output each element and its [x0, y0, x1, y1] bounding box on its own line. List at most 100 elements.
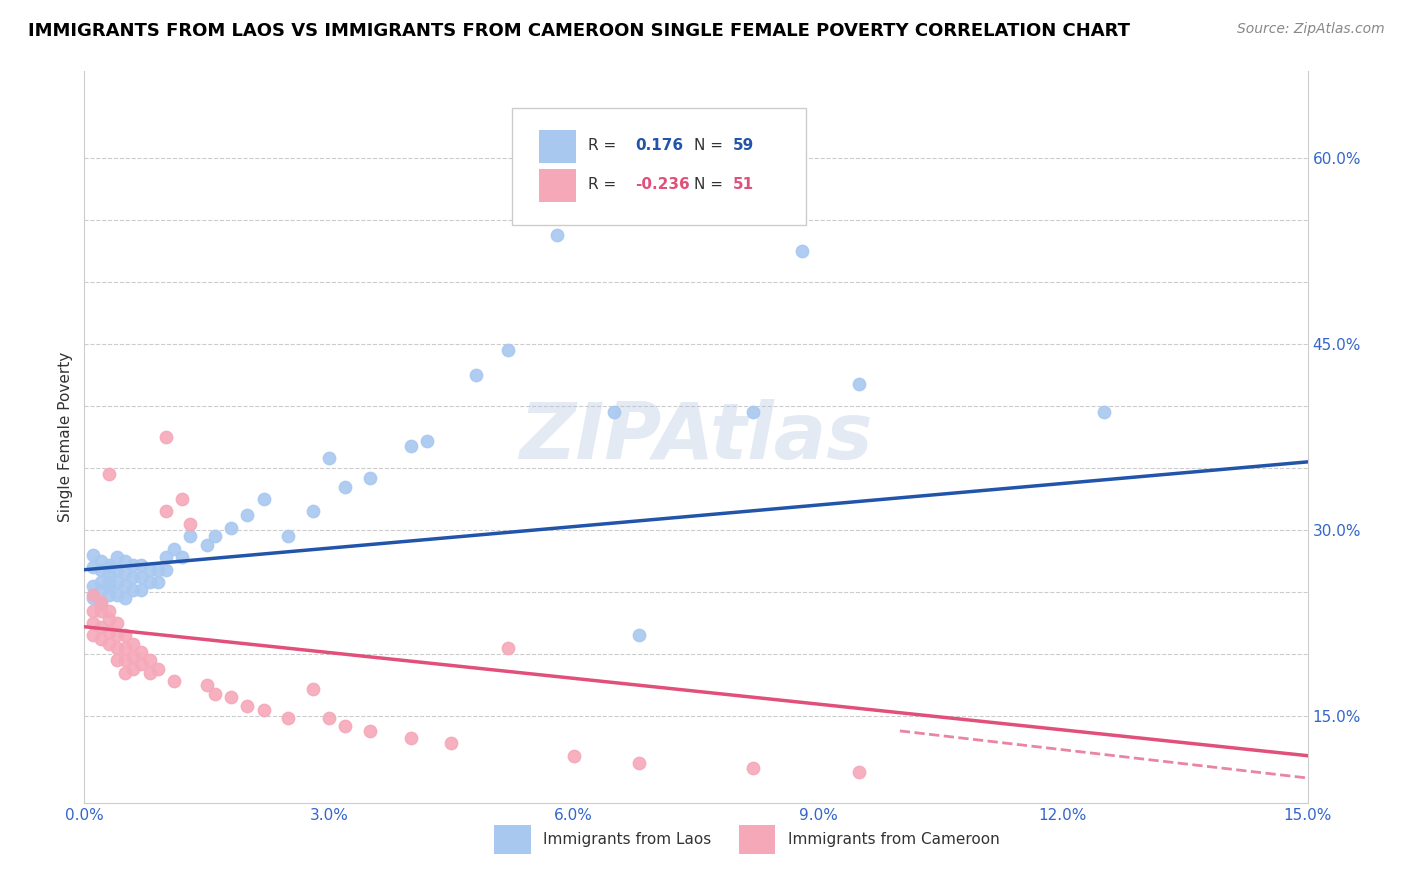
Point — [105, 550, 128, 565]
Point — [146, 662, 169, 676]
Text: N =: N = — [693, 178, 723, 193]
Point — [790, 244, 813, 259]
Point — [131, 644, 153, 658]
Text: IMMIGRANTS FROM LAOS VS IMMIGRANTS FROM CAMEROON SINGLE FEMALE POVERTY CORRELATI: IMMIGRANTS FROM LAOS VS IMMIGRANTS FROM … — [28, 22, 1130, 40]
Point — [236, 699, 259, 714]
Text: R =: R = — [588, 138, 617, 153]
Point — [122, 637, 145, 651]
Point — [627, 756, 650, 771]
Bar — [494, 825, 531, 854]
Point — [155, 430, 177, 444]
Point — [204, 529, 226, 543]
Point — [146, 575, 169, 590]
Point — [114, 653, 136, 667]
Point — [82, 588, 104, 602]
Point — [399, 439, 422, 453]
Point — [105, 628, 128, 642]
Point — [416, 434, 439, 448]
Point — [114, 640, 136, 655]
Point — [195, 678, 218, 692]
Point — [848, 376, 870, 391]
Point — [163, 674, 186, 689]
Point — [318, 451, 340, 466]
Point — [546, 227, 568, 242]
Point — [105, 615, 128, 630]
Point — [97, 624, 120, 639]
Point — [131, 657, 153, 671]
Point — [97, 579, 120, 593]
Point — [155, 504, 177, 518]
FancyBboxPatch shape — [513, 108, 806, 225]
Text: ZIPAtlas: ZIPAtlas — [519, 399, 873, 475]
Point — [82, 548, 104, 562]
Point — [82, 591, 104, 606]
Point — [131, 558, 153, 572]
Point — [301, 504, 323, 518]
Point — [277, 529, 299, 543]
Point — [359, 723, 381, 738]
Point — [155, 550, 177, 565]
Point — [90, 582, 112, 597]
Point — [90, 554, 112, 568]
Text: Source: ZipAtlas.com: Source: ZipAtlas.com — [1237, 22, 1385, 37]
Point — [105, 563, 128, 577]
Point — [97, 467, 120, 482]
Point — [97, 558, 120, 572]
Point — [172, 491, 194, 506]
Text: R =: R = — [588, 178, 617, 193]
Bar — [540, 169, 576, 202]
Text: 51: 51 — [733, 178, 754, 193]
Text: Immigrants from Cameroon: Immigrants from Cameroon — [787, 832, 1000, 847]
Point — [97, 612, 120, 626]
Point — [204, 687, 226, 701]
Point — [742, 405, 765, 419]
Point — [122, 662, 145, 676]
Point — [131, 570, 153, 584]
Point — [97, 575, 120, 590]
Point — [399, 731, 422, 746]
Point — [122, 558, 145, 572]
Point — [105, 653, 128, 667]
Point — [114, 628, 136, 642]
Point — [335, 480, 357, 494]
Point — [122, 570, 145, 584]
Point — [236, 508, 259, 523]
Point — [90, 563, 112, 577]
Point — [97, 604, 120, 618]
Point — [1092, 405, 1115, 419]
Point — [114, 591, 136, 606]
Bar — [738, 825, 776, 854]
Point — [440, 736, 463, 750]
Point — [627, 628, 650, 642]
Point — [179, 516, 201, 531]
Point — [114, 665, 136, 680]
Point — [219, 520, 242, 534]
Point — [90, 620, 112, 634]
Point — [82, 560, 104, 574]
Point — [848, 764, 870, 779]
Point — [562, 748, 585, 763]
Point — [114, 579, 136, 593]
Point — [138, 575, 160, 590]
Point — [138, 653, 160, 667]
Point — [122, 649, 145, 664]
Point — [105, 588, 128, 602]
Point — [498, 640, 520, 655]
Point — [146, 563, 169, 577]
Point — [114, 566, 136, 581]
Point — [172, 550, 194, 565]
Point — [82, 615, 104, 630]
Point — [97, 588, 120, 602]
Point — [301, 681, 323, 696]
Point — [97, 560, 120, 574]
Point — [131, 582, 153, 597]
Point — [138, 563, 160, 577]
Point — [253, 703, 276, 717]
Bar — [540, 130, 576, 163]
Point — [498, 343, 520, 358]
Point — [155, 563, 177, 577]
Point — [219, 690, 242, 705]
Point — [195, 538, 218, 552]
Point — [82, 628, 104, 642]
Point — [277, 711, 299, 725]
